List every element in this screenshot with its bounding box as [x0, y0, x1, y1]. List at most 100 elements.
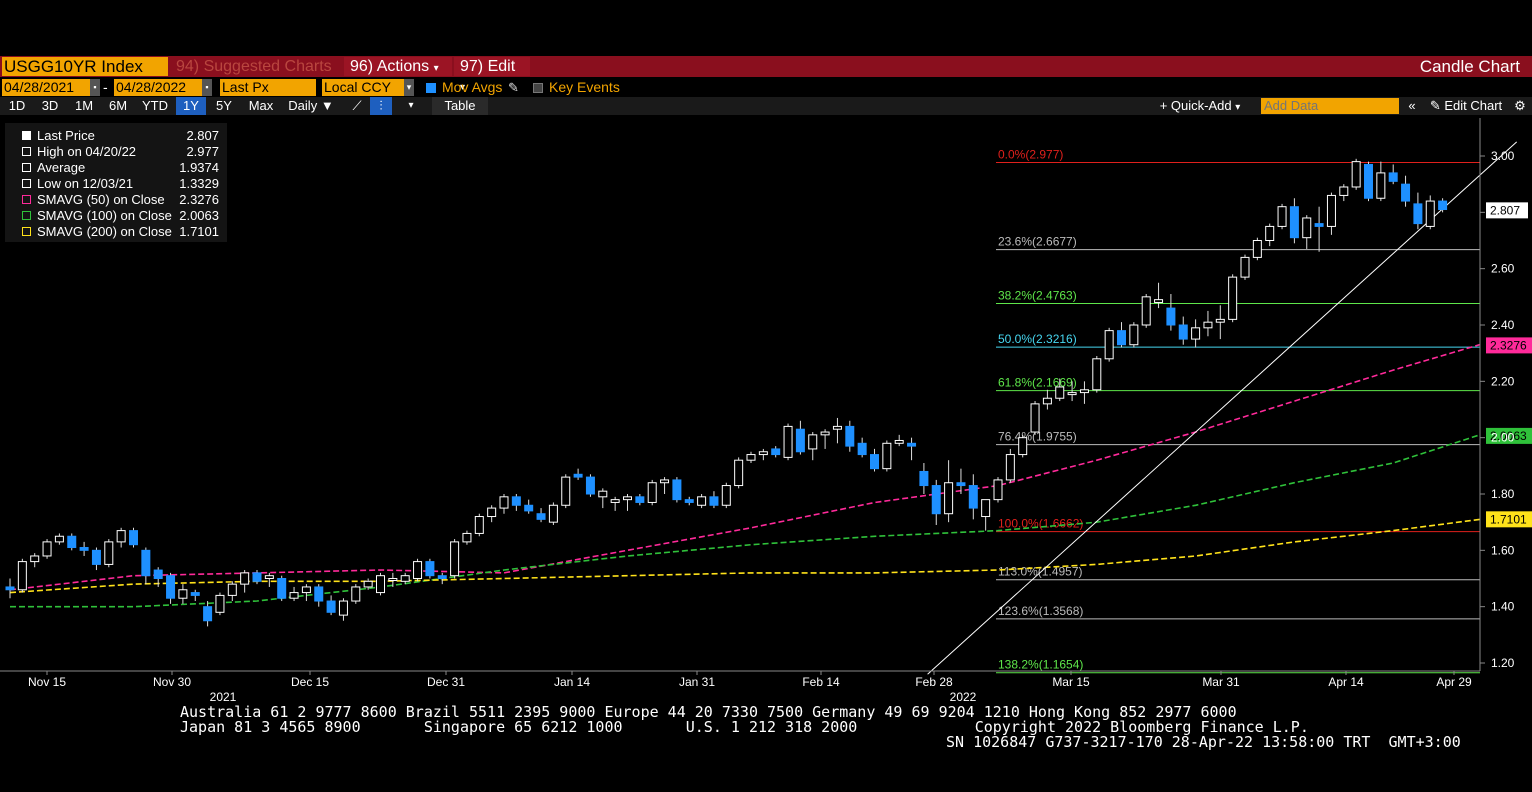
period-1y[interactable]: 1Y [176, 97, 206, 115]
end-date-field[interactable]: 04/28/2022 [114, 79, 202, 96]
candle-body [487, 507, 497, 518]
candle-body [1191, 327, 1201, 340]
candle-body [474, 516, 484, 534]
calendar-icon[interactable]: ▪ [90, 79, 100, 96]
mov-avgs-label[interactable]: Mov Avgs [442, 79, 503, 95]
actions-menu[interactable]: 96) Actions ▾ [344, 57, 452, 76]
key-events-label[interactable]: Key Events [549, 79, 620, 95]
currency-select[interactable]: Local CCY [322, 79, 404, 96]
period-1m[interactable]: 1M [74, 98, 94, 113]
chevron-down-icon[interactable]: ▾ [404, 79, 414, 96]
period-1d[interactable]: 1D [8, 98, 26, 113]
edit-chart-button[interactable]: ✎ Edit Chart [1424, 97, 1508, 115]
candle-body [1129, 324, 1139, 346]
candle-body [450, 541, 460, 577]
start-date-field[interactable]: 04/28/2021 [2, 79, 90, 96]
y-tick-label: 1.60 [1491, 543, 1515, 557]
x-tick-label: Apr 29 [1436, 675, 1472, 689]
period-5y[interactable]: 5Y [216, 98, 232, 113]
fib-level-label: 123.6%(1.3568) [998, 604, 1083, 618]
caret-down-icon: ▼ [320, 98, 334, 113]
legend-item: SMAVG (100) on Close 2.0063 [5, 208, 227, 224]
candle-body [376, 575, 385, 594]
period-6m[interactable]: 6M [108, 98, 128, 113]
gear-icon[interactable]: ⚙ [1514, 98, 1526, 113]
y-tick-label: 2.60 [1491, 262, 1515, 276]
period-ytd[interactable]: YTD [142, 98, 168, 113]
candle-body [1018, 437, 1028, 456]
candle-body [42, 541, 52, 557]
candle-body [660, 479, 670, 484]
candle-body [894, 439, 904, 444]
candle-body [783, 425, 793, 458]
candle-body [67, 535, 77, 549]
candle-body [721, 485, 731, 506]
x-tick-label: Feb 28 [915, 675, 953, 689]
chart-legend: Last Price 2.807 High on 04/20/22 2.977 Aver… [5, 123, 227, 242]
candle-body [1228, 276, 1238, 320]
candle-body [314, 586, 324, 602]
candle-body [1141, 296, 1151, 326]
candle-body [203, 606, 213, 622]
candle-body [808, 434, 818, 450]
period-max[interactable]: Max [248, 98, 274, 113]
legend-swatch [22, 163, 31, 172]
fib-level-label: 76.4%(1.9755) [998, 430, 1077, 444]
quick-add-button[interactable]: + Quick-Add ▾ [1152, 97, 1248, 115]
chevron-down-icon[interactable]: ▾ [408, 100, 414, 111]
calendar-icon[interactable]: ▪ [202, 79, 212, 96]
legend-item: SMAVG (200) on Close 1.7101 [5, 224, 227, 240]
price-field-select[interactable]: Last Px [220, 79, 316, 96]
trendline [927, 141, 1518, 675]
period-3d[interactable]: 3D [41, 98, 59, 113]
suggested-charts-button[interactable]: 94) Suggested Charts [176, 58, 332, 75]
candle-body [129, 530, 138, 546]
legend-item: SMAVG (50) on Close 2.3276 [5, 192, 227, 208]
fib-level-label: 23.6%(2.6677) [998, 235, 1077, 249]
last-price-tag [1486, 202, 1528, 219]
mov-avgs-checkbox[interactable] [426, 83, 436, 93]
actions-label: 96) Actions [350, 58, 430, 75]
line-chart-icon[interactable]: ⟋ [352, 98, 362, 113]
y-tick-label: 2.20 [1491, 374, 1515, 388]
candle-body [437, 575, 447, 580]
candle-body [1203, 321, 1213, 329]
legend-label: High on 04/20/22 [37, 144, 137, 159]
candle-body [820, 431, 830, 436]
candle-body [598, 490, 608, 498]
legend-value: 2.977 [186, 144, 219, 159]
table-button[interactable]: Table [432, 97, 488, 115]
candle-body [363, 580, 373, 588]
legend-swatch [22, 227, 31, 236]
candle-body [1005, 454, 1015, 481]
x-tick-label: Mar 31 [1202, 675, 1240, 689]
footer-contacts: Australia 61 2 9777 8600 Brazil 5511 239… [180, 703, 1237, 721]
legend-swatch [22, 211, 31, 220]
candle-body [561, 476, 571, 506]
frequency-select[interactable]: Daily ▼ [284, 97, 338, 115]
candle-body [351, 586, 361, 602]
edit-menu[interactable]: 97) Edit ▾ [454, 57, 530, 93]
candle-body [1326, 194, 1336, 227]
candle-body [178, 589, 188, 599]
candle-body [845, 425, 855, 447]
candle-body [252, 572, 262, 582]
year-label: 2021 [210, 690, 237, 704]
y-tick-label: 2.40 [1491, 318, 1515, 332]
candle-body [672, 479, 682, 501]
collapse-icon[interactable]: « [1408, 98, 1416, 113]
legend-swatch [22, 131, 31, 140]
candle-body [1438, 200, 1448, 211]
candle-body [1277, 206, 1287, 227]
add-data-input[interactable] [1261, 98, 1399, 114]
key-events-checkbox[interactable] [533, 83, 543, 93]
candle-body [697, 496, 707, 506]
legend-value: 1.7101 [179, 224, 219, 239]
ticker-field[interactable]: USGG10YR Index [2, 57, 168, 76]
pencil-icon[interactable]: ✎ [508, 80, 519, 95]
x-tick-label: Dec 15 [291, 675, 329, 689]
fib-level-label: 0.0%(2.977) [998, 147, 1063, 161]
candle-chart-icon[interactable]: ⫶ [370, 97, 392, 115]
candle-body [277, 578, 287, 599]
candle-body [573, 473, 583, 478]
